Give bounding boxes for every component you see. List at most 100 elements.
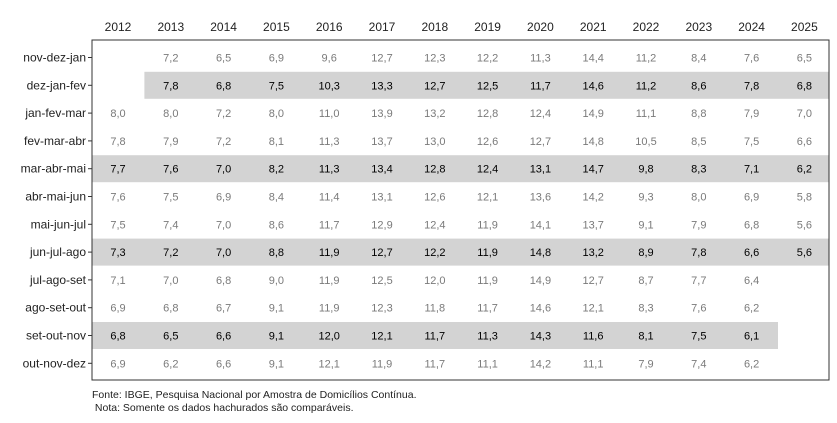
table-cell-value: 6,2 — [744, 358, 759, 370]
table-cell-value: 11,3 — [530, 53, 551, 65]
table-cell-value: 6,8 — [216, 275, 231, 287]
table-cell-value: 7,8 — [110, 136, 125, 148]
table-cell-value: 7,8 — [691, 247, 706, 259]
table-cell-value: 11,3 — [319, 136, 340, 148]
table-cell-value: 6,5 — [163, 331, 178, 343]
table-cell-value: 14,9 — [582, 108, 603, 120]
table-cell-value: 11,7 — [319, 219, 340, 231]
table-cell-value: 8,6 — [691, 80, 706, 92]
source-note: Fonte: IBGE, Pesquisa Nacional por Amost… — [92, 389, 417, 401]
table-cell-value: 11,9 — [319, 247, 340, 259]
table-cell-value: 8,0 — [691, 192, 706, 204]
table-cell-value: 7,7 — [110, 164, 125, 176]
table-cell-value: 12,4 — [530, 108, 551, 120]
row-label: jun-jul-ago — [29, 245, 86, 259]
table-cell-value: 9,3 — [638, 192, 653, 204]
table-cell-value: 12,7 — [371, 53, 392, 65]
table-cell-value: 12,9 — [371, 219, 392, 231]
year-label: 2015 — [263, 20, 290, 34]
table-cell-value: 7,5 — [691, 331, 706, 343]
table-cell-value: 7,2 — [163, 53, 178, 65]
table-cell-value: 7,4 — [691, 358, 706, 370]
year-label: 2016 — [316, 20, 343, 34]
table-cell-value: 12,4 — [477, 164, 498, 176]
table-cell-value: 8,1 — [269, 136, 284, 148]
table-cell-value: 14,3 — [530, 331, 551, 343]
table-cell-value: 13,0 — [424, 136, 445, 148]
year-label: 2024 — [738, 20, 765, 34]
table-cell-value: 9,1 — [269, 358, 284, 370]
table-cell-value: 12,7 — [582, 275, 603, 287]
table-cell-value: 7,9 — [638, 358, 653, 370]
table-cell-value: 7,6 — [744, 53, 759, 65]
year-label: 2018 — [421, 20, 448, 34]
table-cell-value: 6,6 — [744, 247, 759, 259]
table-cell-value: 7,9 — [744, 108, 759, 120]
table-cell-value: 11,2 — [636, 53, 657, 65]
table-cell-value: 11,9 — [477, 219, 498, 231]
table-cell-value: 8,2 — [269, 164, 284, 176]
table-cell-value: 7,6 — [163, 164, 178, 176]
table-cell-value: 12,1 — [318, 358, 339, 370]
table-cell-value: 11,3 — [319, 164, 340, 176]
panel-border — [91, 39, 830, 381]
row-label: set-out-nov — [26, 329, 86, 343]
table-cell-value: 11,7 — [425, 358, 446, 370]
table-cell-value: 12,8 — [477, 108, 498, 120]
table-cell-value: 11,4 — [319, 192, 340, 204]
table-cell-value: 7,3 — [110, 247, 125, 259]
table-cell-value: 12,3 — [371, 303, 392, 315]
table-cell-value: 13,6 — [530, 192, 551, 204]
table-cell-value: 7,0 — [163, 275, 178, 287]
table-cell-value: 14,4 — [582, 53, 603, 65]
table-cell-value: 9,1 — [269, 331, 284, 343]
table-cell-value: 6,9 — [744, 192, 759, 204]
table-cell-value: 6,6 — [216, 331, 231, 343]
table-cell-value: 11,9 — [319, 275, 340, 287]
table-cell-value: 12,1 — [477, 192, 498, 204]
table-cell-value: 6,8 — [110, 331, 125, 343]
table-cell-value: 12,6 — [477, 136, 498, 148]
table-cell-value: 11,6 — [583, 331, 604, 343]
table-cell-value: 6,2 — [163, 358, 178, 370]
table-cell-value: 6,1 — [744, 331, 759, 343]
table-cell-value: 6,8 — [216, 80, 231, 92]
table-cell-value: 7,6 — [110, 192, 125, 204]
table-cell-value: 5,6 — [797, 219, 812, 231]
table-cell-value: 6,6 — [216, 358, 231, 370]
table-cell-value: 14,7 — [582, 164, 603, 176]
table-cell-value: 13,7 — [371, 136, 392, 148]
table-cell-value: 12,5 — [371, 275, 392, 287]
table-cell-value: 13,7 — [582, 219, 603, 231]
table-cell-value: 8,4 — [269, 192, 284, 204]
table-cell-value: 8,0 — [163, 108, 178, 120]
table-cell-value: 14,6 — [530, 303, 551, 315]
table-cell-value: 6,6 — [797, 136, 812, 148]
table-cell-value: 9,0 — [269, 275, 284, 287]
table-cell-value: 12,4 — [424, 219, 445, 231]
table-cell-value: 14,1 — [530, 219, 551, 231]
table-cell-value: 11,7 — [425, 331, 446, 343]
table-cell-value: 12,0 — [424, 275, 445, 287]
table-cell-value: 6,2 — [744, 303, 759, 315]
table-cell-value: 10,5 — [635, 136, 656, 148]
table-cell-value: 7,9 — [691, 219, 706, 231]
table-cell-value: 12,7 — [371, 247, 392, 259]
table-cell-value: 7,5 — [744, 136, 759, 148]
table-cell-value: 12,8 — [424, 164, 445, 176]
table-cell-value: 9,8 — [638, 164, 653, 176]
year-label: 2013 — [157, 20, 184, 34]
table-cell-value: 14,8 — [582, 136, 603, 148]
table-cell-value: 7,5 — [110, 219, 125, 231]
table-cell-value: 6,9 — [110, 358, 125, 370]
table-cell-value: 13,1 — [530, 164, 551, 176]
table-cell-value: 11,9 — [372, 358, 393, 370]
table-cell-value: 7,5 — [163, 192, 178, 204]
table-cell-value: 8,6 — [269, 219, 284, 231]
table-cell-value: 13,2 — [424, 108, 445, 120]
table-cell-value: 12,3 — [424, 53, 445, 65]
comparability-note: Nota: Somente os dados hachurados são co… — [92, 402, 354, 414]
table-cell-value: 7,1 — [744, 164, 759, 176]
table-cell-value: 11,0 — [319, 108, 340, 120]
table-cell-value: 6,5 — [797, 53, 812, 65]
